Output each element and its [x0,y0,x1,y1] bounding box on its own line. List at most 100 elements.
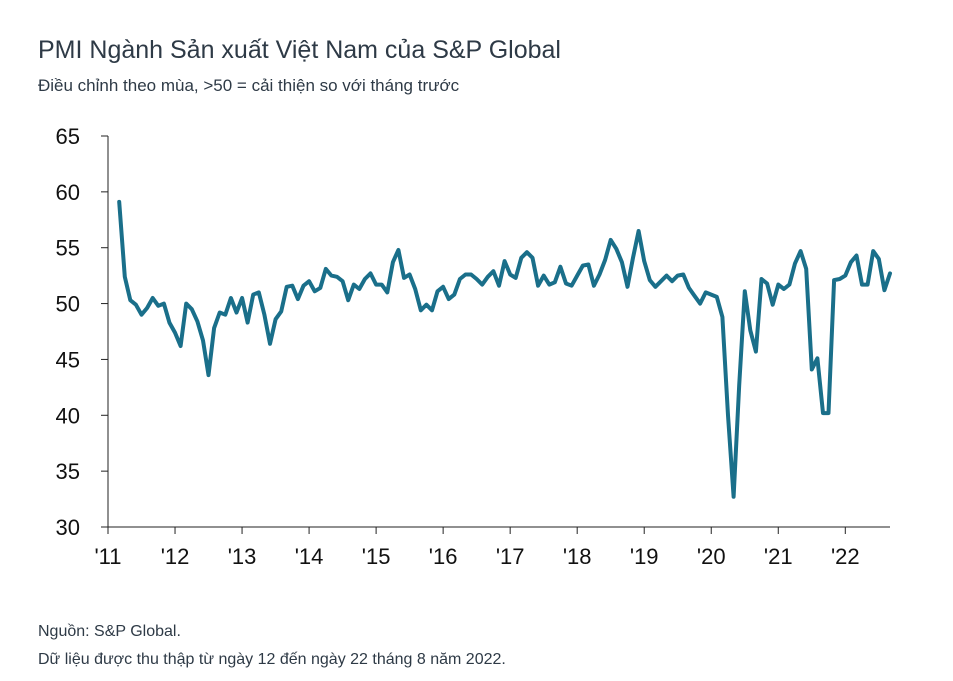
data-point [855,254,859,258]
data-point [726,413,730,417]
data-point [782,287,786,291]
collection-note: Dữ liệu được thu thập từ ngày 12 đến ngà… [38,651,506,668]
y-tick-label: 65 [56,124,80,149]
data-point [352,283,356,287]
data-point [860,283,864,287]
data-point [246,321,250,325]
y-tick-label: 50 [56,292,80,317]
data-point [709,293,713,297]
data-point [849,260,853,264]
data-point [346,298,350,302]
data-point [882,288,886,292]
data-point [720,315,724,319]
x-tick-label: '15 [362,544,391,569]
pmi-data-points [117,200,892,499]
data-point [877,257,881,261]
x-tick-label: '16 [429,544,458,569]
data-point [430,308,434,312]
data-point [799,249,803,253]
data-point [871,249,875,253]
data-point [324,267,328,271]
data-point [117,200,121,204]
data-point [570,284,574,288]
data-point [519,256,523,260]
data-point [575,274,579,278]
y-tick-label: 35 [56,459,80,484]
data-point [240,296,244,300]
data-point [156,304,160,308]
data-point [743,289,747,293]
x-tick-label: '18 [563,544,592,569]
data-point [458,277,462,281]
data-point [804,267,808,271]
data-point [653,285,657,289]
data-point [480,283,484,287]
data-point [167,321,171,325]
data-point [134,303,138,307]
data-point [145,306,149,310]
data-point [536,284,540,288]
data-point [614,247,618,251]
data-point [229,296,233,300]
data-point [810,368,814,372]
data-point [207,373,211,377]
data-point [514,276,518,280]
data-point [195,319,199,323]
data-point [302,284,306,288]
data-point [212,326,216,330]
data-point [637,229,641,233]
data-point [642,259,646,263]
data-point [525,250,529,254]
data-point [262,313,266,317]
data-point [290,284,294,288]
data-point [151,296,155,300]
data-point [128,298,132,302]
data-point [447,297,451,301]
data-point [698,302,702,306]
chart-axes [107,136,890,528]
data-point [760,277,764,281]
data-point [586,263,590,267]
data-point [296,297,300,301]
x-axis-ticks: '11 '12 '13 '14 '15 '16 '17 '18 '19 '20 '21 '22 [94,527,860,569]
data-point [620,260,624,264]
data-point [402,276,406,280]
data-point [391,260,395,264]
x-tick-label: '11 [94,544,121,569]
data-point [793,261,797,265]
data-point [771,303,775,307]
data-point [776,283,780,287]
pmi-series-line [117,199,892,499]
data-point [341,279,345,283]
data-point [318,286,322,290]
data-point [631,256,635,260]
data-point [357,287,361,291]
data-point [626,285,630,289]
data-point [257,290,261,294]
data-point [201,338,205,342]
data-point [497,284,501,288]
data-point [665,274,669,278]
data-point [866,283,870,287]
data-point [598,273,602,277]
data-point [787,283,791,287]
data-point [693,294,697,298]
data-point [558,265,562,269]
x-tick-label: '19 [630,544,659,569]
data-point [475,277,479,281]
data-point [491,269,495,273]
data-point [184,302,188,306]
data-point [542,274,546,278]
data-point [486,275,490,279]
data-point [140,313,144,317]
data-point [687,286,691,290]
data-point [369,271,373,275]
data-point [285,285,289,289]
y-tick-label: 60 [56,180,80,205]
x-tick-label: '20 [697,544,726,569]
data-point [531,256,535,260]
data-point [564,282,568,286]
x-tick-label: '22 [831,544,860,569]
data-point [503,259,507,263]
